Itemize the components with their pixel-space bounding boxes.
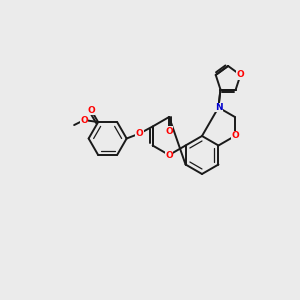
Text: O: O — [231, 131, 239, 140]
Text: O: O — [165, 127, 173, 136]
Text: O: O — [80, 116, 88, 124]
Text: O: O — [165, 151, 173, 160]
Text: O: O — [136, 129, 143, 138]
Text: N: N — [214, 103, 222, 112]
Text: O: O — [237, 70, 244, 80]
Text: O: O — [87, 106, 95, 115]
